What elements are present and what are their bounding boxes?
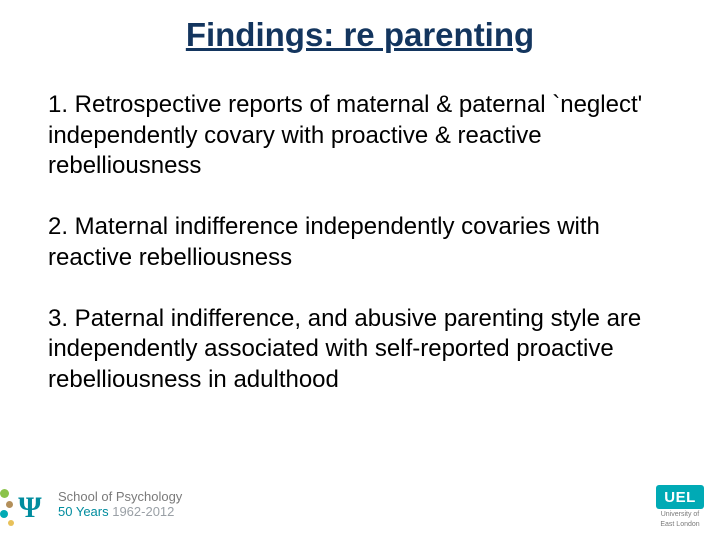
- school-name: School of Psychology: [58, 490, 182, 505]
- uel-badge: UEL: [656, 485, 704, 509]
- footer: Ψ School of Psychology 50 Years 1962-201…: [0, 476, 720, 532]
- school-anniversary: 50 Years 1962-2012: [58, 505, 182, 520]
- uel-logo: UEL University of East London: [656, 485, 704, 528]
- uel-subtitle-1: University of: [656, 511, 704, 518]
- svg-text:Ψ: Ψ: [18, 491, 42, 524]
- finding-3: 3. Paternal indifference, and abusive pa…: [48, 304, 672, 396]
- finding-1: 1. Retrospective reports of maternal & p…: [48, 90, 672, 182]
- finding-2: 2. Maternal indifference independently c…: [48, 212, 672, 273]
- uel-subtitle-2: East London: [656, 521, 704, 528]
- slide-title: Findings: re parenting: [48, 16, 672, 54]
- anniversary-years: 1962-2012: [112, 504, 174, 519]
- school-text: School of Psychology 50 Years 1962-2012: [58, 490, 182, 520]
- dot-icon: [0, 510, 8, 518]
- psi-logo-icon: Ψ: [8, 486, 52, 530]
- anniversary-prefix: 50 Years: [58, 504, 112, 519]
- slide: Findings: re parenting 1. Retrospective …: [0, 0, 720, 540]
